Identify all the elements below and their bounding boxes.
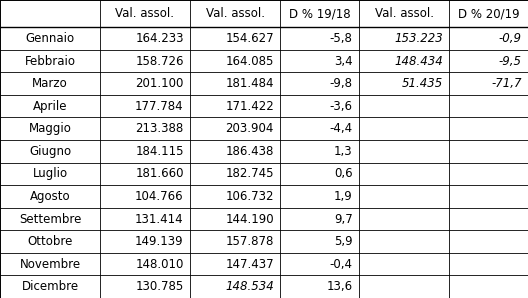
Text: 181.484: 181.484 bbox=[225, 77, 274, 90]
Text: 171.422: 171.422 bbox=[225, 100, 274, 113]
Text: 164.085: 164.085 bbox=[225, 55, 274, 68]
Text: Giugno: Giugno bbox=[29, 145, 71, 158]
Text: D % 20/19: D % 20/19 bbox=[458, 7, 520, 20]
Text: 3,4: 3,4 bbox=[334, 55, 353, 68]
Text: -5,8: -5,8 bbox=[330, 32, 353, 45]
Text: Luglio: Luglio bbox=[32, 167, 68, 180]
Text: 148.010: 148.010 bbox=[135, 258, 184, 271]
Text: Aprile: Aprile bbox=[33, 100, 67, 113]
Text: 144.190: 144.190 bbox=[225, 212, 274, 226]
Text: 213.388: 213.388 bbox=[136, 122, 184, 135]
Text: 181.660: 181.660 bbox=[135, 167, 184, 180]
Text: Agosto: Agosto bbox=[30, 190, 70, 203]
Text: Val. assol.: Val. assol. bbox=[375, 7, 433, 20]
Text: -4,4: -4,4 bbox=[329, 122, 353, 135]
Text: 51.435: 51.435 bbox=[402, 77, 443, 90]
Text: 1,3: 1,3 bbox=[334, 145, 353, 158]
Text: 104.766: 104.766 bbox=[135, 190, 184, 203]
Text: 13,6: 13,6 bbox=[327, 280, 353, 293]
Text: Dicembre: Dicembre bbox=[21, 280, 79, 293]
Text: Val. assol.: Val. assol. bbox=[116, 7, 174, 20]
Text: 9,7: 9,7 bbox=[334, 212, 353, 226]
Text: 164.233: 164.233 bbox=[135, 32, 184, 45]
Text: Maggio: Maggio bbox=[29, 122, 71, 135]
Text: 184.115: 184.115 bbox=[135, 145, 184, 158]
Text: 157.878: 157.878 bbox=[225, 235, 274, 248]
Text: -0,9: -0,9 bbox=[498, 32, 522, 45]
Text: 106.732: 106.732 bbox=[225, 190, 274, 203]
Text: Gennaio: Gennaio bbox=[25, 32, 74, 45]
Text: Val. assol.: Val. assol. bbox=[206, 7, 265, 20]
Text: Novembre: Novembre bbox=[20, 258, 80, 271]
Text: 201.100: 201.100 bbox=[135, 77, 184, 90]
Text: 158.726: 158.726 bbox=[135, 55, 184, 68]
Text: 131.414: 131.414 bbox=[135, 212, 184, 226]
Text: D % 19/18: D % 19/18 bbox=[289, 7, 351, 20]
Text: 149.139: 149.139 bbox=[135, 235, 184, 248]
Text: 1,9: 1,9 bbox=[334, 190, 353, 203]
Text: 148.434: 148.434 bbox=[394, 55, 443, 68]
Text: 153.223: 153.223 bbox=[394, 32, 443, 45]
Text: 154.627: 154.627 bbox=[225, 32, 274, 45]
Text: -0,4: -0,4 bbox=[329, 258, 353, 271]
Text: Febbraio: Febbraio bbox=[24, 55, 76, 68]
Text: 182.745: 182.745 bbox=[225, 167, 274, 180]
Text: 177.784: 177.784 bbox=[135, 100, 184, 113]
Text: -71,7: -71,7 bbox=[491, 77, 522, 90]
Text: -9,5: -9,5 bbox=[498, 55, 522, 68]
Text: Settembre: Settembre bbox=[19, 212, 81, 226]
Text: 130.785: 130.785 bbox=[136, 280, 184, 293]
Text: -3,6: -3,6 bbox=[329, 100, 353, 113]
Text: Ottobre: Ottobre bbox=[27, 235, 73, 248]
Text: 186.438: 186.438 bbox=[225, 145, 274, 158]
Text: 147.437: 147.437 bbox=[225, 258, 274, 271]
Text: -9,8: -9,8 bbox=[329, 77, 353, 90]
Text: 0,6: 0,6 bbox=[334, 167, 353, 180]
Text: 203.904: 203.904 bbox=[225, 122, 274, 135]
Text: Marzo: Marzo bbox=[32, 77, 68, 90]
Text: 148.534: 148.534 bbox=[225, 280, 274, 293]
Text: 5,9: 5,9 bbox=[334, 235, 353, 248]
